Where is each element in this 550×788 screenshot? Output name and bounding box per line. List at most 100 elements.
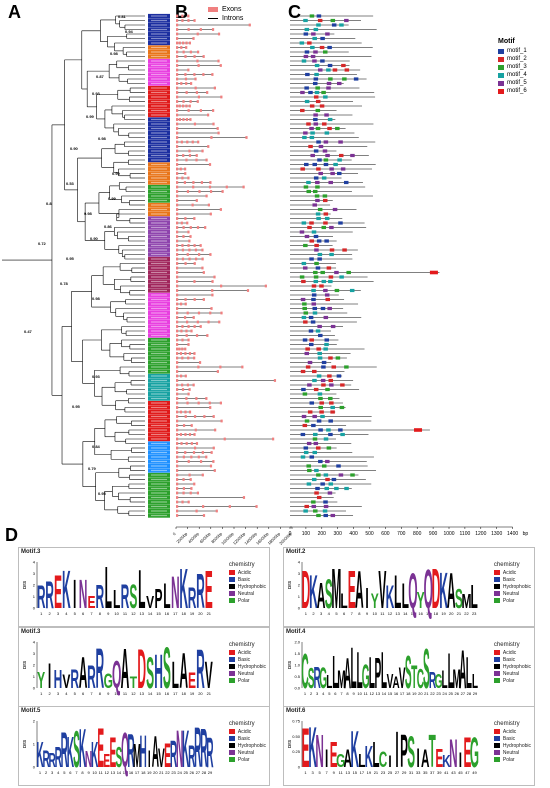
axis-tick-label: 4000bp (187, 531, 201, 545)
motif-box (349, 288, 355, 293)
motif-box (327, 491, 333, 495)
exon-block (209, 212, 212, 216)
chemistry-legend-item: Hydrophobic (493, 583, 531, 590)
logo-letter: V (62, 671, 70, 693)
x-tick-label: 21 (207, 611, 212, 616)
x-tick-label: 1 (305, 611, 308, 616)
logo-letter: R (127, 726, 134, 779)
exon-block (176, 55, 179, 58)
x-tick-label: 9 (107, 611, 110, 616)
x-tick-label: 11 (123, 691, 128, 696)
motif-box (324, 113, 329, 117)
gene-label-cell (148, 360, 170, 365)
exon-block (184, 172, 187, 175)
exon-block (220, 284, 223, 288)
motif-box (338, 140, 343, 144)
exon-block (176, 41, 179, 45)
motif-box (317, 207, 323, 212)
motif-box (320, 378, 326, 383)
motif-box (322, 194, 328, 198)
logo-letter: L (105, 555, 112, 622)
x-tick-label: 20 (198, 611, 203, 616)
exon-block (185, 118, 189, 121)
gene-label-text (151, 172, 167, 175)
motif-box (323, 504, 329, 509)
logo-letter: A (179, 643, 188, 699)
gene-label-cell (148, 126, 170, 131)
motif-logo-title: Motif.6 (286, 708, 306, 714)
exon-block (217, 131, 220, 135)
motif-box (304, 504, 309, 509)
x-tick-label: 1 (40, 691, 43, 696)
logo-letter: P (374, 649, 381, 697)
motif-box (323, 158, 329, 162)
motif-box (323, 315, 329, 320)
motif-box (311, 302, 317, 306)
axis-tick-label: 900 (429, 531, 438, 537)
exon-block (188, 473, 191, 477)
exon-block (176, 437, 179, 441)
gene-label-cell (148, 103, 170, 109)
motif-box (314, 243, 319, 248)
gene-label-text (151, 478, 167, 481)
gene-label-cell (148, 504, 170, 509)
gene-label-text (151, 343, 167, 346)
intron-label: Introns (222, 15, 244, 22)
gene-label-text (151, 28, 167, 31)
logo-letter: N (79, 573, 88, 618)
motif-box (318, 333, 323, 338)
gene-label-text (151, 451, 167, 454)
bootstrap-value: 0.93 (92, 91, 101, 96)
exon-block (211, 289, 214, 292)
gene-label-cell (148, 207, 170, 212)
intron-swatch (208, 18, 218, 19)
gene-label-text (151, 442, 167, 445)
exon-block (176, 469, 179, 472)
y-tick-label: 0.5 (294, 674, 300, 679)
chemistry-swatch (493, 678, 500, 683)
motif-box (312, 311, 318, 315)
motif-logo-box: Motif.4 Bits 2.0 1.5 1.0 0.5 0.0 1 2 3 4 5 6 7 8 9 10 11 1… (283, 627, 535, 707)
motif-box (336, 464, 341, 468)
exon-block (193, 280, 196, 283)
logo-letter: L (466, 648, 472, 698)
gene-label-text (151, 109, 167, 112)
motif-box (303, 54, 309, 59)
gene-label-text (151, 505, 167, 508)
chemistry-label: Acidic (237, 569, 252, 576)
logo-letter: L (172, 653, 179, 696)
exon-block (176, 370, 179, 373)
exon-block (189, 50, 192, 54)
motif-logo-title: Motif.3 (21, 629, 41, 635)
x-tick-label: 17 (135, 770, 140, 775)
exon-block (176, 95, 179, 99)
exon-block (184, 374, 187, 378)
exon-block (209, 406, 212, 409)
motif-logo-title: Motif.5 (21, 708, 41, 714)
exon-block (225, 185, 228, 189)
chemistry-legend-item: Basic (493, 656, 531, 663)
gene-label-cell (148, 283, 170, 289)
gene-label-cell (148, 472, 170, 478)
x-tick-label: 17 (426, 611, 431, 616)
x-tick-label: 28 (467, 691, 472, 696)
axis-tick-label: 700 (397, 531, 406, 537)
x-tick-label: 11 (99, 770, 104, 775)
chemistry-swatch (493, 729, 500, 734)
gene-label-cell (148, 166, 170, 172)
y-tick-label: 2 (33, 663, 36, 668)
gene-label-cell (148, 369, 170, 374)
gene-label-cell (148, 189, 170, 194)
x-tick-label: 27 (196, 770, 201, 775)
exon-block (193, 352, 196, 355)
exon-block (182, 41, 185, 45)
gene-label-text (151, 154, 167, 157)
logo-letter: R (314, 660, 321, 695)
x-tick-label: 15 (156, 611, 161, 616)
exon-block (212, 109, 215, 112)
exon-block (188, 248, 191, 252)
motif-box (317, 257, 322, 261)
exon-block (193, 325, 196, 328)
motif-box (325, 32, 330, 36)
